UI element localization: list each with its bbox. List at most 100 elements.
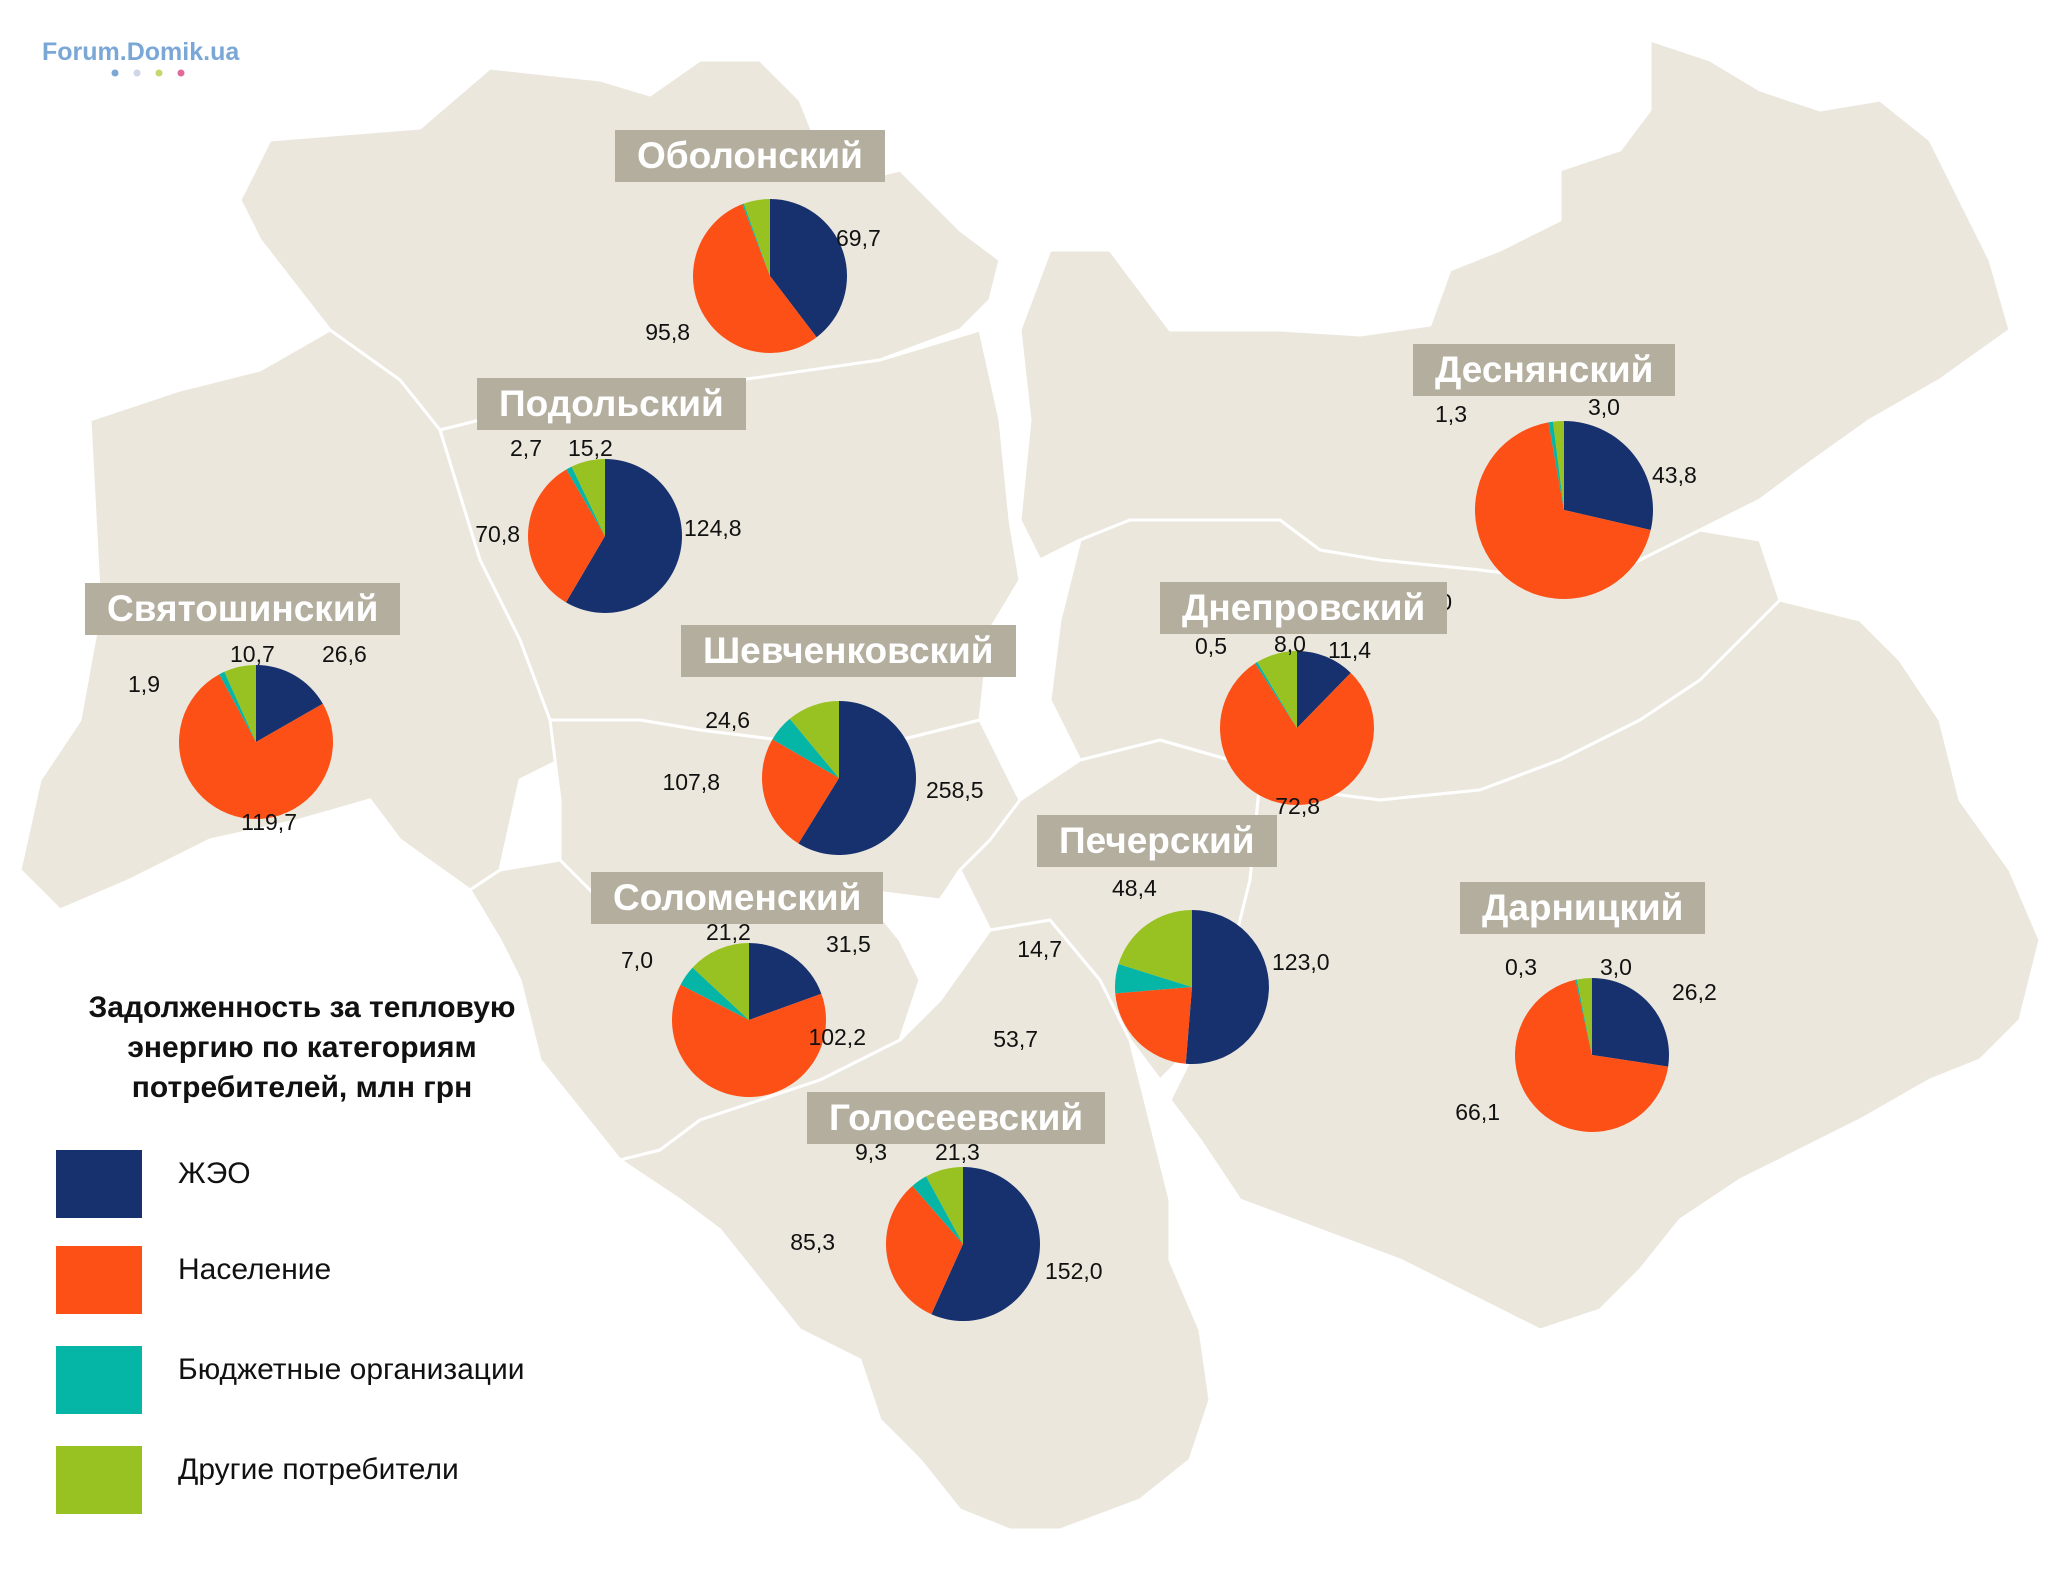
pie-slice-other bbox=[1576, 978, 1592, 1055]
pie-value-label: 124,8 bbox=[684, 515, 742, 541]
pie-slice-zheo bbox=[1185, 910, 1269, 1064]
watermark-text: Forum.Domik.ua bbox=[42, 38, 240, 66]
pie-slice-other bbox=[1553, 420, 1564, 510]
pie-slice-budget bbox=[1255, 662, 1297, 728]
legend-label-other: Другие потребители bbox=[178, 1453, 459, 1486]
pie-value-label: 152,0 bbox=[1045, 1258, 1103, 1284]
pie-slice-zheo bbox=[1297, 651, 1351, 728]
pie-8 bbox=[1474, 420, 1653, 599]
pie-slice-population bbox=[1514, 979, 1669, 1132]
pie-slice-budget bbox=[219, 671, 256, 742]
pie-10 bbox=[1514, 978, 1669, 1132]
pie-slice-budget bbox=[1114, 964, 1192, 994]
pie-slice-budget bbox=[772, 718, 839, 778]
district-label: Дарницкий bbox=[1460, 882, 1706, 934]
legend-swatch-other bbox=[56, 1446, 142, 1514]
pie-value-label: 10,7 bbox=[230, 641, 275, 667]
pie-slice-zheo bbox=[770, 199, 848, 338]
district-label: Подольский bbox=[477, 378, 746, 430]
pie-slice-budget bbox=[1575, 979, 1592, 1055]
pie-value-label: 0,3 bbox=[1505, 954, 1537, 980]
map-region-darnytsia bbox=[1168, 598, 2042, 1332]
pie-slice-zheo bbox=[931, 1167, 1041, 1321]
legend-swatch-zheo bbox=[56, 1150, 142, 1218]
pie-charts: 69,795,80,69,7124,870,82,715,226,6119,71… bbox=[128, 133, 1717, 1321]
pie-slice-budget bbox=[742, 203, 770, 276]
watermark-dots-icon bbox=[111, 69, 185, 77]
pie-2 bbox=[527, 459, 682, 614]
pie-slice-other bbox=[1257, 651, 1297, 728]
pie-4 bbox=[761, 701, 917, 856]
legend-label-zheo: ЖЭО bbox=[178, 1157, 251, 1190]
pie-3 bbox=[178, 665, 333, 819]
pie-slice-budget bbox=[566, 466, 605, 536]
pie-slice-other bbox=[692, 943, 749, 1020]
pie-value-label: 14,7 bbox=[1017, 936, 1062, 962]
pie-slice-zheo bbox=[749, 943, 822, 1020]
legend-label-population: Население bbox=[178, 1253, 332, 1286]
pie-slice-zheo bbox=[256, 665, 323, 742]
pie-value-label: 72,8 bbox=[1275, 793, 1320, 819]
pie-slice-population bbox=[178, 674, 333, 819]
map-shapes bbox=[18, 38, 2042, 1532]
pie-value-label: 1,3 bbox=[1435, 401, 1467, 427]
pie-slice-population bbox=[1115, 987, 1192, 1064]
pie-value-label: 258,5 bbox=[926, 777, 984, 803]
pie-9 bbox=[1219, 651, 1374, 806]
pie-value-label: 7,0 bbox=[621, 947, 653, 973]
pie-value-label: 43,8 bbox=[1652, 462, 1697, 488]
pie-value-label: 123,0 bbox=[1272, 949, 1330, 975]
district-label: Святошинский bbox=[85, 583, 401, 635]
pie-value-label: 15,2 bbox=[568, 435, 613, 461]
pie-value-label: 66,1 bbox=[1455, 1099, 1500, 1125]
pie-value-label: 70,8 bbox=[475, 521, 520, 547]
pie-slice-budget bbox=[1548, 421, 1564, 510]
pie-5 bbox=[672, 943, 827, 1097]
pie-value-label: 107,8 bbox=[662, 769, 720, 795]
pie-value-label: 69,7 bbox=[836, 225, 881, 251]
pie-value-label: 0,5 bbox=[1195, 633, 1227, 659]
district-label: Соломенский bbox=[591, 872, 884, 924]
pie-slice-zheo bbox=[798, 701, 917, 856]
pie-value-label: 24,6 bbox=[705, 707, 750, 733]
pie-value-label: 26,6 bbox=[322, 641, 367, 667]
pie-slice-other bbox=[224, 665, 256, 742]
district-label: Деснянский bbox=[1413, 344, 1676, 396]
pie-slice-zheo bbox=[565, 459, 682, 614]
pie-slice-budget bbox=[680, 967, 749, 1020]
district-label: Печерский bbox=[1037, 815, 1277, 867]
pie-value-label: 2,7 bbox=[510, 435, 542, 461]
pie-7 bbox=[1114, 910, 1269, 1064]
district-label: Шевченковский bbox=[681, 625, 1016, 677]
pie-value-label: 119,7 bbox=[241, 809, 297, 835]
pie-value-label: 53,7 bbox=[993, 1026, 1038, 1052]
pie-1 bbox=[693, 199, 848, 353]
pie-value-label: 31,5 bbox=[826, 931, 871, 957]
pie-value-label: 1,9 bbox=[128, 671, 160, 697]
district-label: Оболонский bbox=[615, 130, 885, 182]
pie-value-label: 26,2 bbox=[1672, 979, 1717, 1005]
pie-slice-population bbox=[672, 984, 827, 1097]
pie-slice-population bbox=[527, 469, 605, 603]
legend-title: Задолженность за тепловую энергию по кат… bbox=[88, 991, 516, 1104]
pie-slice-budget bbox=[912, 1176, 963, 1244]
pie-slice-other bbox=[743, 199, 770, 276]
district-label: Голосеевский bbox=[807, 1092, 1106, 1144]
pie-value-label: 8,0 bbox=[1274, 631, 1306, 657]
pie-6 bbox=[885, 1167, 1041, 1321]
pie-value-label: 11,4 bbox=[1328, 637, 1371, 663]
pie-value-label: 85,3 bbox=[790, 1229, 835, 1255]
legend-swatch-budget bbox=[56, 1346, 142, 1414]
pie-value-label: 102,2 bbox=[808, 1024, 866, 1050]
pie-value-label: 3,0 bbox=[1588, 394, 1620, 420]
pie-slice-population bbox=[885, 1185, 963, 1315]
pie-slice-other bbox=[571, 459, 605, 536]
pie-slice-other bbox=[926, 1167, 963, 1244]
pie-slice-zheo bbox=[1592, 978, 1669, 1067]
pie-slice-population bbox=[761, 739, 839, 844]
pie-slice-population bbox=[1474, 422, 1651, 599]
pie-slice-other bbox=[789, 701, 839, 778]
pie-value-label: 48,4 bbox=[1112, 875, 1157, 901]
